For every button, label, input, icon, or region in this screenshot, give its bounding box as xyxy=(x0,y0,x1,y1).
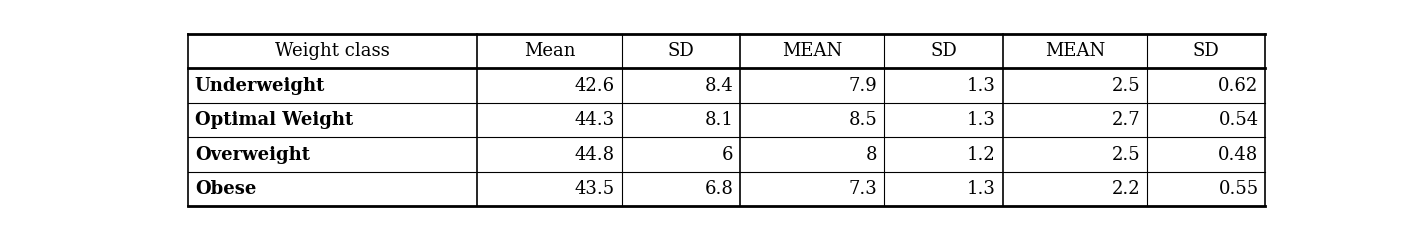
Text: 8: 8 xyxy=(866,146,878,164)
Text: SD: SD xyxy=(930,42,957,60)
Text: MEAN: MEAN xyxy=(1045,42,1105,60)
Text: 2.2: 2.2 xyxy=(1112,180,1140,198)
Text: 7.3: 7.3 xyxy=(849,180,878,198)
Text: 43.5: 43.5 xyxy=(574,180,615,198)
Text: Weight class: Weight class xyxy=(275,42,390,60)
Text: 8.5: 8.5 xyxy=(849,111,878,129)
Text: 8.1: 8.1 xyxy=(705,111,733,129)
Text: 7.9: 7.9 xyxy=(849,76,878,95)
Text: Optimal Weight: Optimal Weight xyxy=(194,111,353,129)
Text: SD: SD xyxy=(1193,42,1219,60)
Text: 1.2: 1.2 xyxy=(967,146,995,164)
Text: 1.3: 1.3 xyxy=(967,76,995,95)
Text: 0.54: 0.54 xyxy=(1218,111,1259,129)
Text: 0.55: 0.55 xyxy=(1218,180,1259,198)
Text: 44.8: 44.8 xyxy=(574,146,615,164)
Text: 1.3: 1.3 xyxy=(967,111,995,129)
Text: 42.6: 42.6 xyxy=(574,76,615,95)
Text: Underweight: Underweight xyxy=(194,76,325,95)
Text: 0.62: 0.62 xyxy=(1218,76,1259,95)
Text: SD: SD xyxy=(668,42,695,60)
Text: 6.8: 6.8 xyxy=(705,180,733,198)
Text: 8.4: 8.4 xyxy=(705,76,733,95)
Text: 2.5: 2.5 xyxy=(1112,76,1140,95)
Text: Overweight: Overweight xyxy=(194,146,311,164)
Text: 2.5: 2.5 xyxy=(1112,146,1140,164)
Text: 0.48: 0.48 xyxy=(1218,146,1259,164)
Text: MEAN: MEAN xyxy=(781,42,842,60)
Text: 2.7: 2.7 xyxy=(1112,111,1140,129)
Text: Obese: Obese xyxy=(194,180,257,198)
Text: 6: 6 xyxy=(722,146,733,164)
Text: 44.3: 44.3 xyxy=(574,111,615,129)
Text: Mean: Mean xyxy=(523,42,576,60)
Text: 1.3: 1.3 xyxy=(967,180,995,198)
